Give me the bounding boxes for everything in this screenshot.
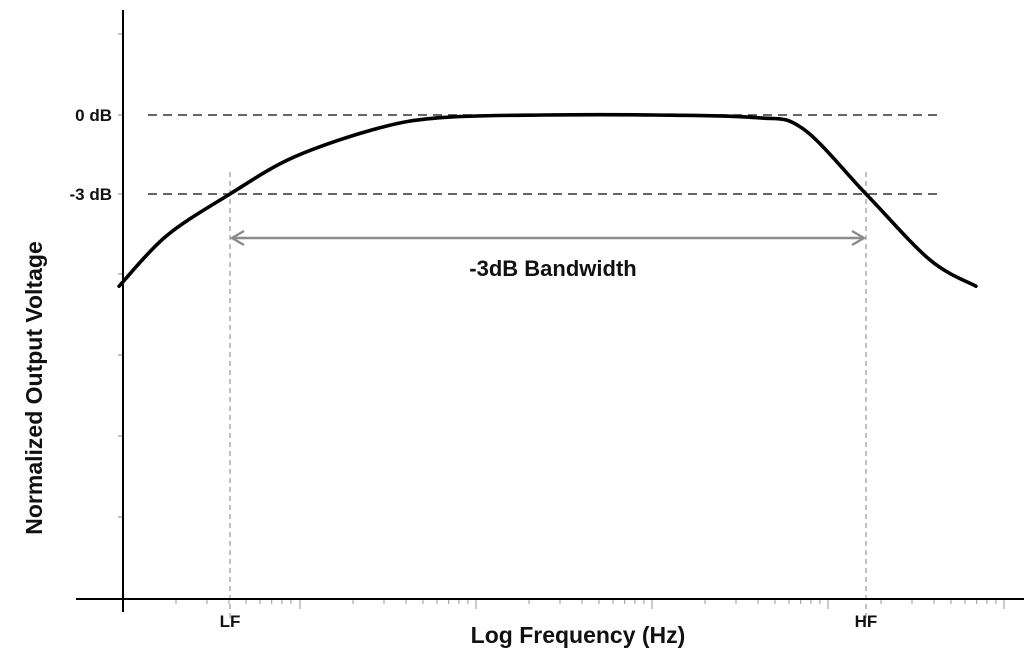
cutoff-frequency-lines (229, 172, 867, 619)
reference-level-label: 0 dB (75, 106, 112, 125)
bandwidth-arrow-head-right (851, 229, 867, 247)
reference-level-labels: 0 dB -3 dB (70, 106, 113, 204)
response-curve (117, 112, 978, 288)
bandwidth-arrow-head-left (229, 229, 245, 247)
y-axis-minor-ticks (118, 33, 123, 518)
y-axis-title: Normalized Output Voltage (21, 241, 47, 534)
bandwidth-arrow (229, 229, 867, 247)
x-axis-title: Log Frequency (Hz) (471, 622, 686, 648)
cutoff-labels: LF HF (220, 612, 878, 631)
cutoff-label: HF (855, 612, 878, 631)
reference-level-label: -3 dB (70, 185, 113, 204)
reference-level-lines (148, 114, 942, 195)
x-axis-minor-ticks (122, 600, 1005, 609)
bandwidth-label: -3dB Bandwidth (469, 256, 636, 281)
cutoff-label: LF (220, 612, 241, 631)
